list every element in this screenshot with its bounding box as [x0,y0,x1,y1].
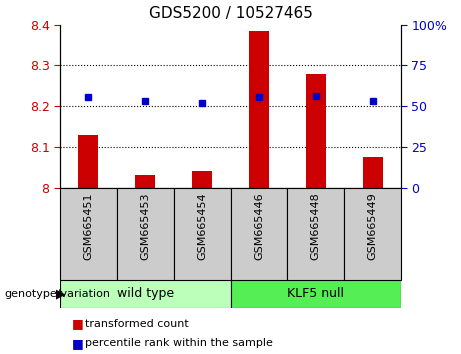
Bar [230,280,401,308]
Text: ■: ■ [71,318,83,330]
Text: ▶: ▶ [56,287,66,300]
Text: transformed count: transformed count [85,319,189,329]
Bar [306,74,326,188]
Text: wild type: wild type [117,287,174,300]
Text: GSM665454: GSM665454 [197,192,207,260]
Text: GSM665451: GSM665451 [83,192,94,260]
Bar [60,188,117,280]
Text: ■: ■ [71,337,83,350]
Text: percentile rank within the sample: percentile rank within the sample [85,338,273,348]
Text: GSM665446: GSM665446 [254,192,264,260]
Text: GSM665449: GSM665449 [367,192,378,260]
Bar [117,188,174,280]
Text: genotype/variation: genotype/variation [5,289,111,299]
Text: GSM665453: GSM665453 [140,192,150,260]
Bar [174,188,230,280]
Bar [363,157,383,188]
Bar [192,171,212,188]
Bar [78,135,98,188]
Bar [249,31,269,188]
Bar [135,176,155,188]
Title: GDS5200 / 10527465: GDS5200 / 10527465 [148,6,313,21]
Bar [230,188,287,280]
Bar [344,188,401,280]
Bar [287,188,344,280]
Bar [60,280,230,308]
Text: KLF5 null: KLF5 null [287,287,344,300]
Text: GSM665448: GSM665448 [311,192,321,260]
